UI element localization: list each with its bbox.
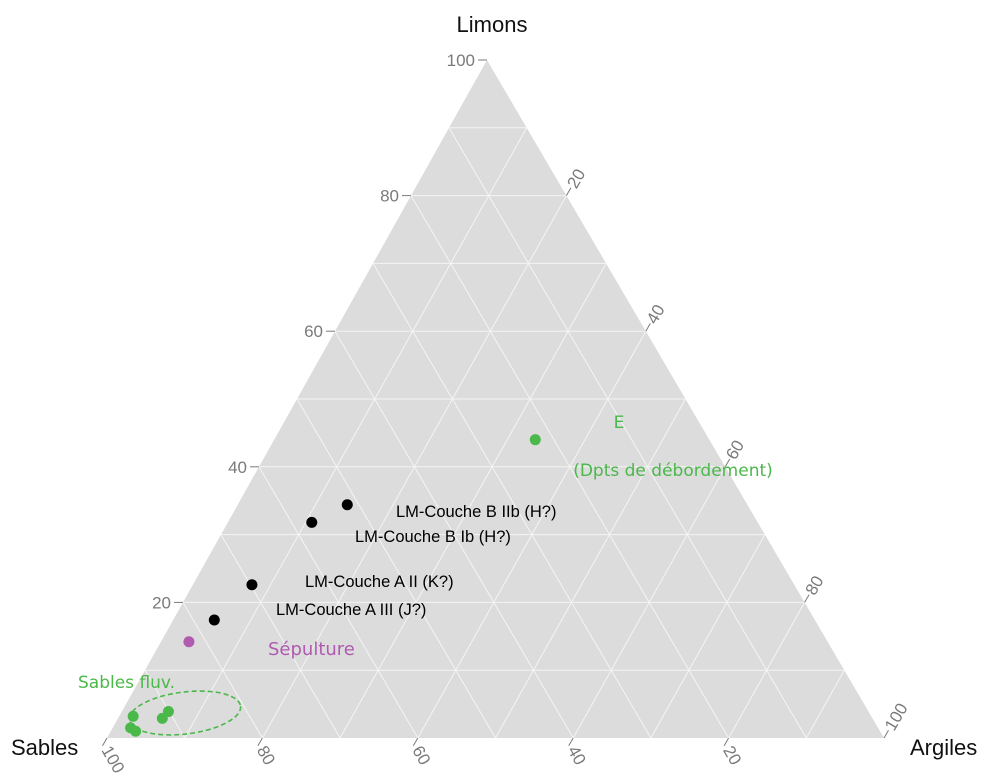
grid-line-sables-50 — [296, 398, 496, 739]
tick-label-argiles-100: 100 — [881, 700, 912, 734]
tick-mark-argiles-20 — [565, 187, 572, 196]
tick-label-sables-40: 40 — [564, 743, 590, 769]
tick-mark-argiles-80 — [804, 594, 810, 603]
axis-label-limons: Limons — [457, 12, 528, 37]
tick-mark-argiles-60 — [724, 458, 731, 468]
tick-mark-sables-40 — [568, 737, 574, 747]
label-a-iii: LM-Couche A III (J?) — [276, 601, 426, 619]
grid-line-sables-80 — [182, 602, 263, 739]
tick-mark-argiles-40 — [645, 323, 651, 332]
tick-mark-sables-20 — [723, 737, 730, 747]
tick-label-limons-20: 20 — [152, 593, 171, 612]
label-sepulture: Sépulture — [268, 639, 355, 660]
annotation-sables-fluv: Sables fluv. — [78, 673, 175, 693]
tick-mark-sables-80 — [257, 737, 263, 747]
tick-mark-sables-100 — [102, 737, 108, 747]
tick-mark-argiles-100 — [883, 729, 889, 739]
grid-line-argiles-90 — [805, 669, 845, 739]
label-b-ib: LM-Couche B Ib (H?) — [355, 528, 511, 546]
grid-lines — [144, 127, 845, 739]
axis-label-argiles: Argiles — [910, 735, 977, 760]
grid-line-argiles-30 — [339, 263, 607, 739]
tick-label-limons-100: 100 — [447, 51, 475, 70]
data-point-5 — [529, 434, 541, 446]
tick-label-sables-20: 20 — [719, 743, 745, 769]
grid-line-sables-30 — [372, 263, 652, 739]
data-point-3 — [208, 614, 220, 626]
tick-label-sables-80: 80 — [253, 743, 279, 769]
grid-line-sables-70 — [220, 534, 341, 739]
grid-line-argiles-10 — [184, 127, 528, 739]
data-point-10 — [162, 706, 174, 718]
label-e: E — [614, 413, 625, 433]
data-points — [125, 434, 541, 737]
grid-line-sables-10 — [448, 127, 807, 739]
grid-line-argiles-50 — [495, 398, 686, 739]
grid-line-sables-60 — [258, 466, 419, 739]
data-point-2 — [246, 579, 258, 591]
data-point-0 — [341, 499, 353, 511]
label-b-iib: LM-Couche B IIb (H?) — [396, 503, 556, 521]
tick-label-sables-60: 60 — [408, 743, 434, 769]
axis-label-sables: Sables — [11, 735, 78, 760]
sables-fluv-ellipse — [128, 690, 242, 736]
grid-line-sables-90 — [144, 669, 186, 739]
tick-mark-sables-60 — [412, 737, 419, 747]
tick-label-limons-60: 60 — [304, 322, 323, 341]
data-point-8 — [130, 725, 142, 737]
grid-line-argiles-80 — [728, 602, 806, 739]
grid-line-argiles-60 — [572, 466, 726, 739]
tick-label-limons-40: 40 — [228, 458, 247, 477]
data-point-6 — [127, 710, 139, 722]
data-point-4 — [183, 636, 195, 648]
label-a-ii: LM-Couche A II (K?) — [305, 573, 454, 591]
point-labels: LM-Couche B IIb (H?) LM-Couche B Ib (H?)… — [78, 413, 773, 693]
tick-label-sables-100: 100 — [98, 743, 129, 776]
tick-label-argiles-20: 20 — [563, 166, 589, 192]
annotation-debordement: (Dpts de débordement) — [573, 461, 773, 481]
tick-label-limons-80: 80 — [380, 187, 399, 206]
data-point-1 — [306, 516, 318, 528]
grid-line-argiles-70 — [650, 534, 766, 739]
tick-label-argiles-80: 80 — [802, 573, 828, 599]
tick-label-argiles-40: 40 — [643, 301, 669, 327]
tick-label-argiles-60: 60 — [722, 437, 748, 463]
